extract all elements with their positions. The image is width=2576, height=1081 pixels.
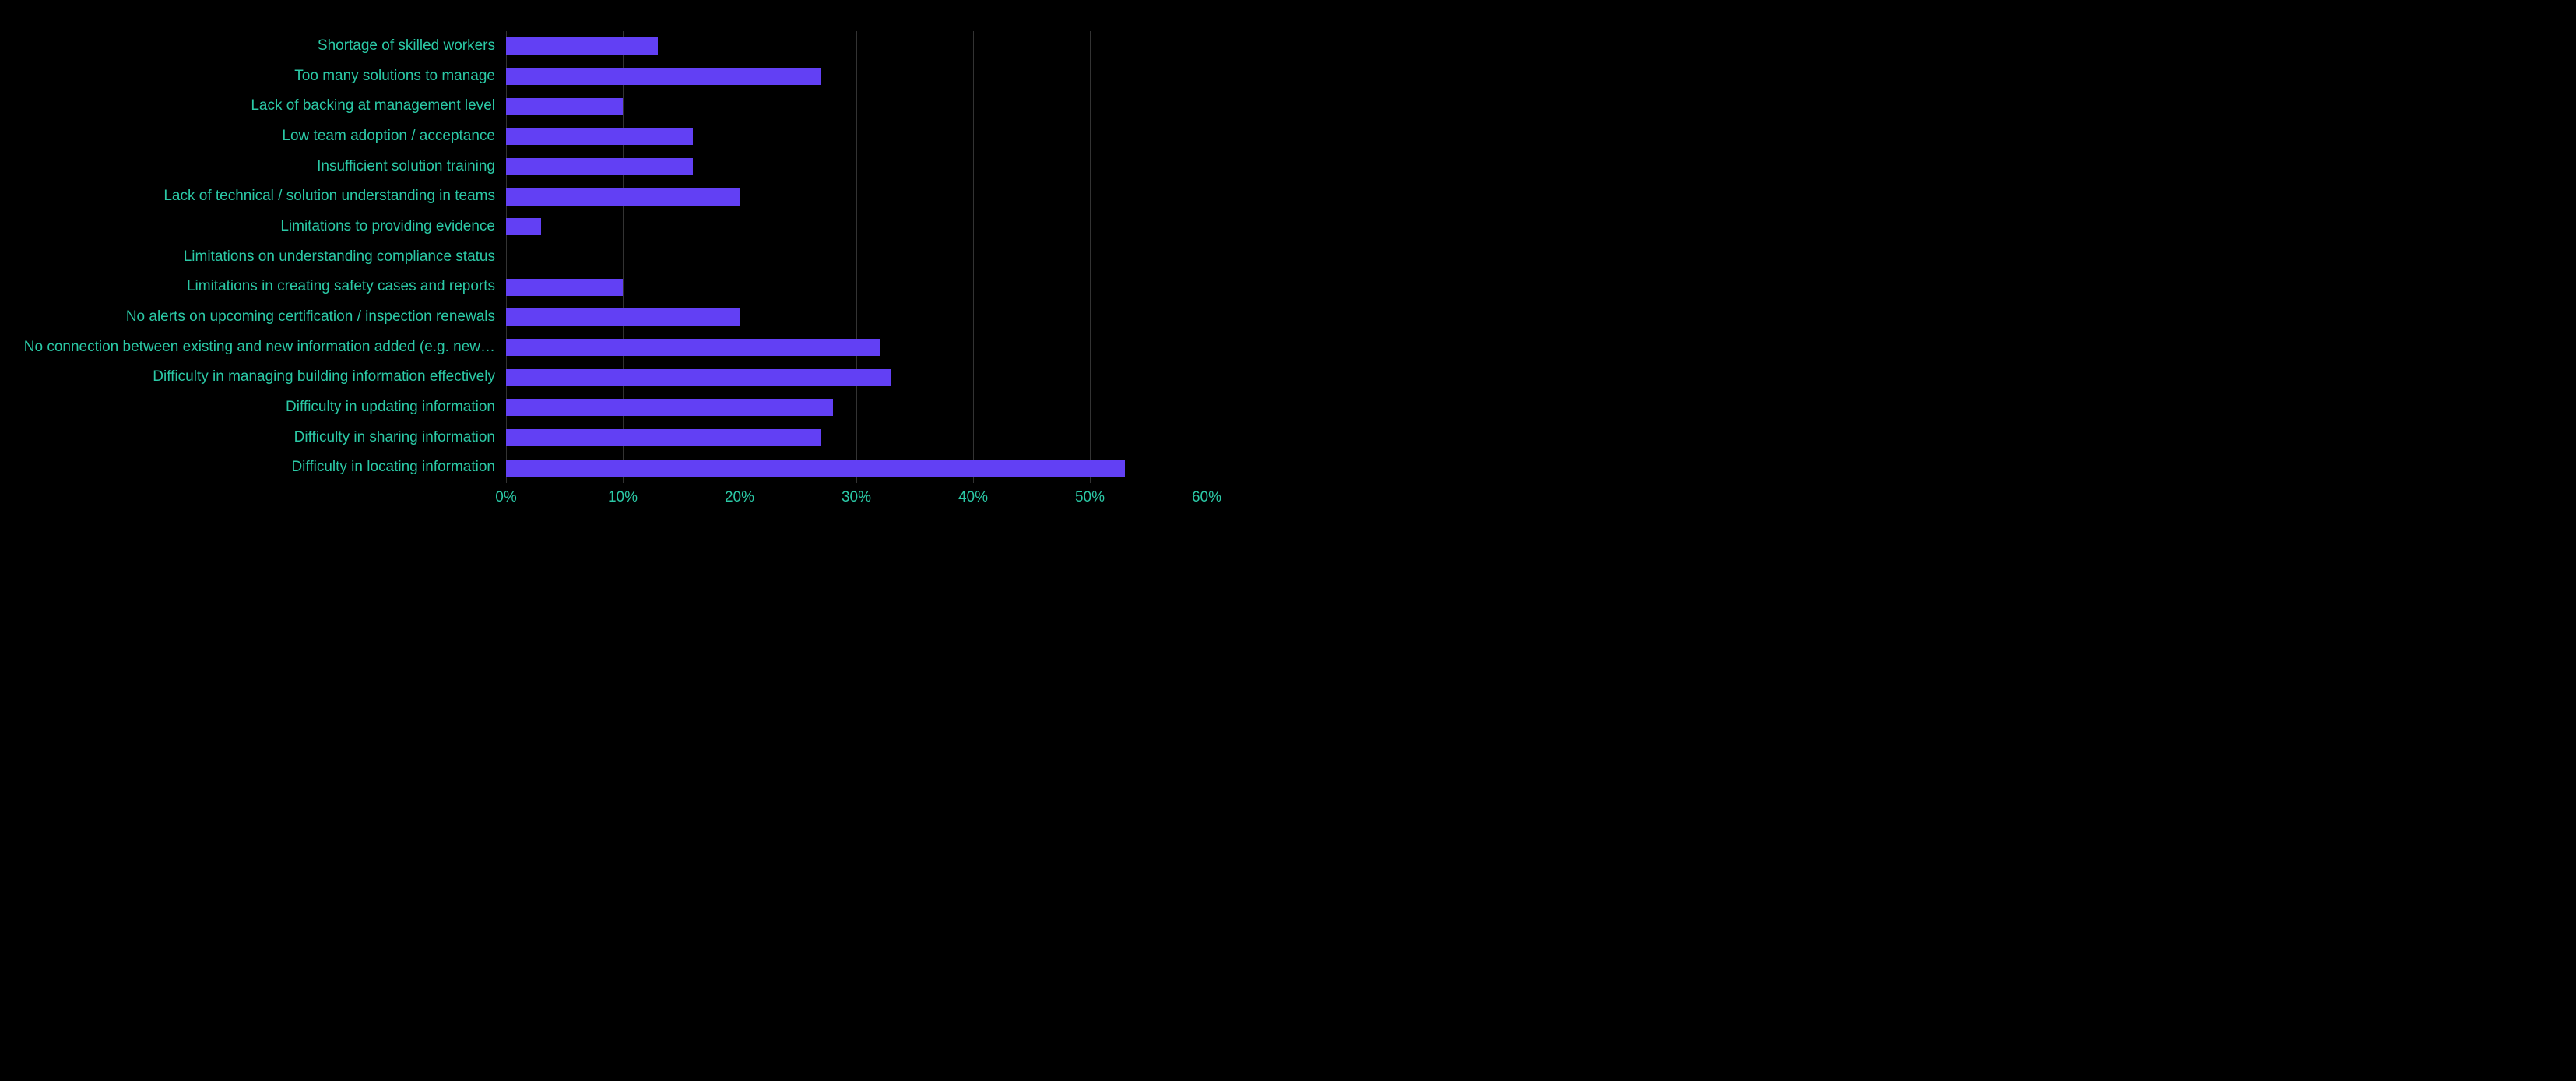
y-axis-label: Difficulty in updating information [12, 393, 495, 423]
y-axis-label: Lack of technical / solution understandi… [12, 181, 495, 212]
bar-row [506, 121, 1207, 152]
x-axis-label: 60% [1192, 489, 1221, 506]
x-axis-label: 50% [1075, 489, 1105, 506]
bar [506, 429, 821, 446]
x-axis-label: 0% [495, 489, 516, 506]
bar-row [506, 242, 1207, 273]
bar [506, 188, 740, 206]
x-axis-label: 20% [725, 489, 754, 506]
y-axis-label: Difficulty in sharing information [12, 423, 495, 453]
bar [506, 399, 833, 416]
y-axis-label: Insufficient solution training [12, 152, 495, 182]
bar-row [506, 423, 1207, 453]
bar [506, 68, 821, 85]
chart-container: Shortage of skilled workersToo many solu… [16, 16, 1230, 530]
y-axis-label: Limitations on understanding compliance … [12, 242, 495, 273]
y-axis-label: Lack of backing at management level [12, 91, 495, 121]
bar [506, 460, 1125, 477]
bar [506, 218, 541, 235]
bar-row [506, 333, 1207, 363]
y-axis-label: Limitations in creating safety cases and… [12, 272, 495, 302]
bar-row [506, 362, 1207, 393]
bar [506, 158, 693, 175]
bar-row [506, 272, 1207, 302]
bar [506, 369, 891, 386]
y-axis-label: Difficulty in managing building informat… [12, 362, 495, 393]
bar [506, 37, 658, 55]
bar-row [506, 393, 1207, 423]
bar-row [506, 91, 1207, 121]
x-axis-label: 10% [608, 489, 638, 506]
bar [506, 308, 740, 326]
bar-row [506, 452, 1207, 483]
y-axis-label: No alerts on upcoming certification / in… [12, 302, 495, 333]
y-axis-label: Shortage of skilled workers [12, 31, 495, 62]
y-axis-label: Low team adoption / acceptance [12, 121, 495, 152]
bar [506, 339, 880, 356]
bar [506, 98, 623, 115]
bar-row [506, 212, 1207, 242]
plot-area [506, 31, 1207, 483]
y-axis-label: Difficulty in locating information [12, 452, 495, 483]
bar [506, 128, 693, 145]
x-axis-label: 40% [958, 489, 988, 506]
y-axis-label: No connection between existing and new i… [12, 333, 495, 363]
bar-row [506, 31, 1207, 62]
bar-row [506, 181, 1207, 212]
x-axis-label: 30% [842, 489, 871, 506]
y-axis-label: Limitations to providing evidence [12, 212, 495, 242]
bar-row [506, 152, 1207, 182]
y-axis-label: Too many solutions to manage [12, 62, 495, 92]
bar [506, 279, 623, 296]
bar-row [506, 62, 1207, 92]
bar-row [506, 302, 1207, 333]
